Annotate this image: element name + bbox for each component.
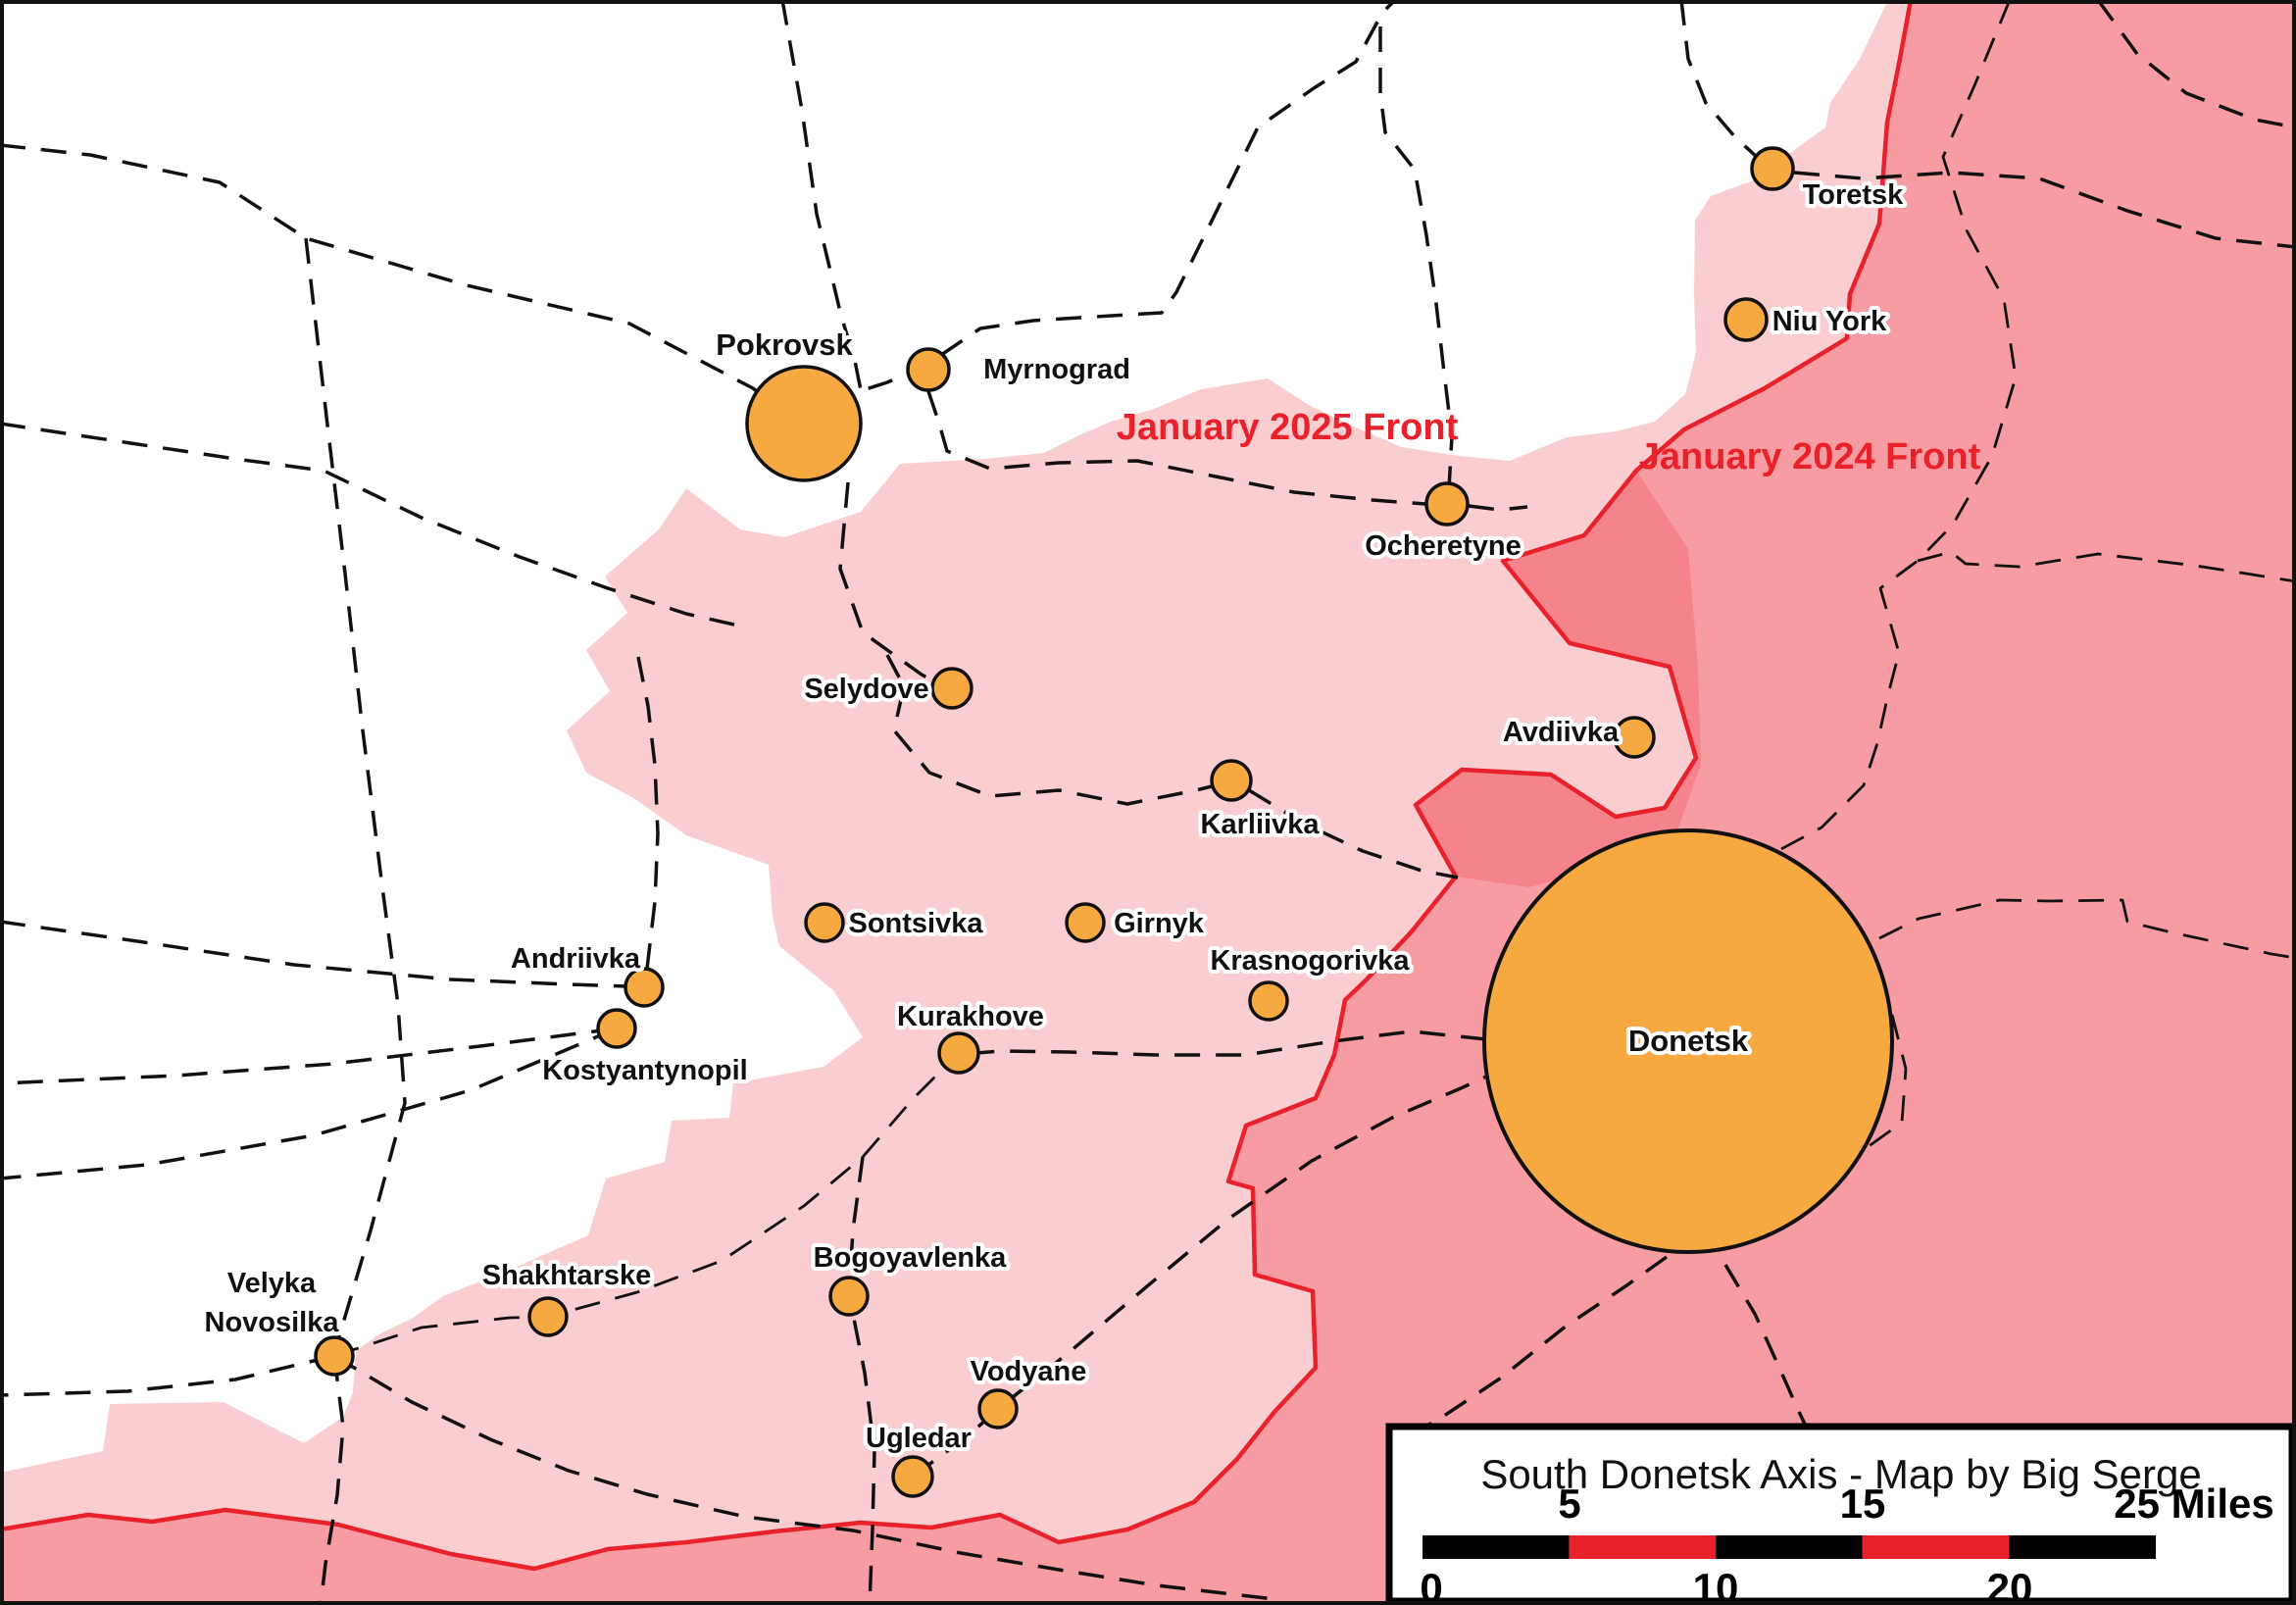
city-label-kostyantynopil: Kostyantynopil — [542, 1055, 747, 1086]
region-jan2025-gains — [0, 0, 1911, 1569]
road — [635, 651, 660, 970]
city-marker-andriivka — [624, 967, 665, 1008]
city-label-karliivka: Karliivka — [1201, 809, 1321, 840]
scale-bar-segment — [1862, 1535, 2010, 1559]
city-label-ocheretyne: Ocheretyne — [1365, 530, 1522, 562]
city-label-girnyk: Girnyk — [1114, 908, 1205, 939]
scale-tick-label: 5 — [1558, 1480, 1580, 1527]
city-marker-vodyane — [977, 1388, 1019, 1429]
city-label-selydove: Selydove — [804, 674, 928, 705]
city-marker-pokrovsk — [745, 365, 863, 482]
city-marker-kurakhove — [937, 1031, 980, 1075]
scale-tick-label: 0 — [1420, 1565, 1442, 1605]
front-label: January 2025 Front — [1117, 407, 1459, 448]
city-label-ugledar: Ugledar — [866, 1423, 972, 1454]
city-marker-ugledar — [891, 1455, 934, 1498]
city-marker-shakhtarske — [527, 1296, 569, 1337]
city-label-shakhtarske: Shakhtarske — [482, 1260, 652, 1291]
city-label-velyka-novosilka: Velyka — [227, 1268, 317, 1299]
road — [333, 1052, 960, 1358]
road — [0, 1027, 618, 1085]
front-line-jan2024 — [0, 0, 1914, 1572]
scale-tick-label: 15 — [1840, 1480, 1886, 1527]
city-label-pokrovsk: Pokrovsk — [716, 327, 853, 362]
road — [1468, 504, 1528, 512]
road — [1878, 898, 2296, 960]
road — [940, 0, 1397, 357]
city-marker-girnyk — [1065, 902, 1106, 943]
city-marker-krasnogorivka — [1248, 980, 1289, 1022]
legend-title: South Donetsk Axis - Map by Big Serge — [1480, 1451, 2201, 1497]
road — [2096, 0, 2296, 129]
city-marker-selydove — [930, 667, 973, 710]
city-label-niu-york: Niu York — [1772, 306, 1887, 337]
city-label-toretsk: Toretsk — [1803, 179, 1904, 211]
front-label: January 2024 Front — [1639, 436, 1981, 477]
scale-bar-segment — [1716, 1535, 1863, 1559]
city-marker-velyka-novosilka — [314, 1335, 355, 1377]
city-label-andriivka: Andriivka — [511, 943, 641, 975]
road — [0, 422, 748, 629]
scale-tick-label: 25 Miles — [2114, 1480, 2273, 1527]
road — [319, 1355, 345, 1605]
road — [0, 920, 628, 988]
city-marker-kostyantynopil — [596, 1008, 637, 1049]
city-marker-myrnograd — [906, 347, 951, 392]
city-label-avdiivka: Avdiivka — [1503, 717, 1620, 748]
city-label-vodyane: Vodyane — [971, 1356, 1087, 1387]
road — [1679, 0, 1760, 160]
city-marker-niu-york — [1723, 297, 1769, 342]
legend-box — [1385, 1423, 2296, 1605]
road — [1764, 0, 2018, 860]
road — [847, 1156, 876, 1605]
city-label-velyka-novosilka: Novosilka — [205, 1307, 340, 1338]
road — [1864, 1014, 1908, 1151]
city-marker-avdiivka — [1613, 716, 1656, 759]
road — [304, 237, 407, 1354]
road — [1723, 1264, 1816, 1443]
city-marker-ocheretyne — [1424, 481, 1470, 527]
city-marker-sontsivka — [804, 902, 845, 943]
road — [1917, 550, 2296, 583]
city-label-bogoyavlenka: Bogoyavlenka — [814, 1242, 1007, 1274]
road — [885, 654, 1232, 806]
road — [975, 1029, 1487, 1057]
scale-bar-segment — [1423, 1535, 1570, 1559]
scale-tick-label: 20 — [1987, 1565, 2033, 1605]
road — [1248, 788, 1459, 879]
city-label-sontsivka: Sontsivka — [849, 908, 984, 939]
scale-bar-segment — [1569, 1535, 1717, 1559]
city-marker-karliivka — [1210, 759, 1253, 802]
city-marker-toretsk — [1750, 146, 1795, 191]
road — [926, 390, 1426, 506]
city-label-myrnograd: Myrnograd — [983, 354, 1130, 385]
scale-bar-segment — [2009, 1535, 2156, 1559]
city-marker-donetsk — [1482, 828, 1894, 1254]
city-label-krasnogorivka: Krasnogorivka — [1210, 945, 1410, 977]
road — [1793, 171, 2296, 249]
road — [838, 481, 940, 686]
road — [780, 0, 863, 391]
road — [0, 1027, 618, 1180]
road — [333, 1354, 1275, 1601]
city-label-kurakhove: Kurakhove — [897, 1001, 1044, 1032]
city-marker-bogoyavlenka — [828, 1276, 870, 1317]
road — [1378, 26, 1454, 489]
city-label-donetsk: Donetsk — [1628, 1024, 1749, 1058]
road — [0, 1354, 335, 1397]
scale-tick-label: 10 — [1693, 1565, 1739, 1605]
road — [1399, 1255, 1669, 1441]
